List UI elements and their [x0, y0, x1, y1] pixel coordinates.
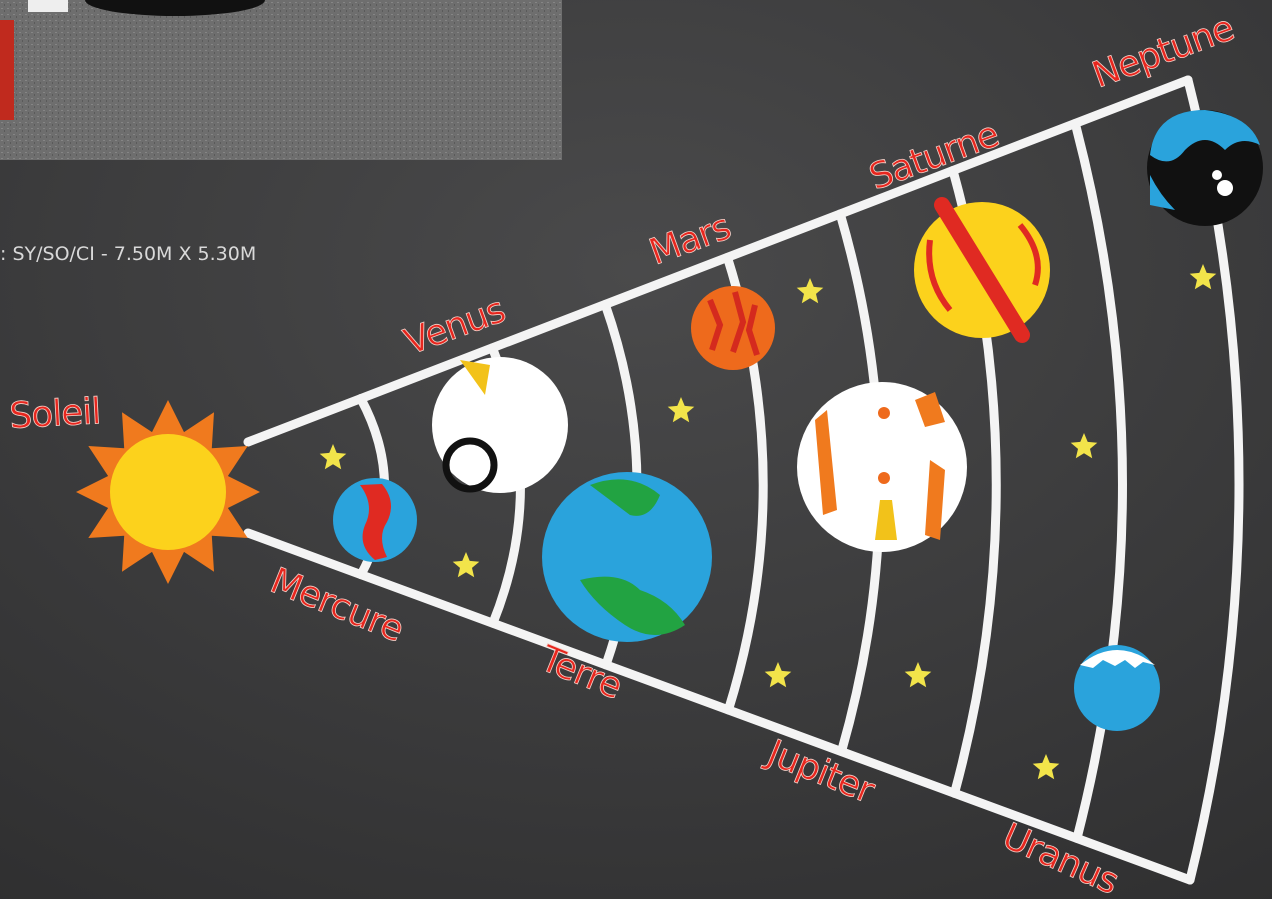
- sun-disc: [110, 434, 226, 550]
- photo-detail: [28, 0, 68, 12]
- photo: [0, 0, 562, 160]
- planet-mars: [691, 286, 775, 370]
- planet-detail: [878, 407, 890, 419]
- photo-detail: [0, 20, 14, 120]
- sun-label: Soleil: [8, 391, 101, 437]
- page: : SY/SO/CI - 7.50M X 5.30M Solei: [0, 0, 1272, 899]
- planet-detail: [878, 472, 890, 484]
- planet-detail: [1217, 180, 1233, 196]
- planet-venus: [432, 357, 568, 493]
- photo-asphalt: [0, 0, 562, 160]
- caption: : SY/SO/CI - 7.50M X 5.30M: [0, 243, 256, 265]
- diagram: : SY/SO/CI - 7.50M X 5.30M Solei: [0, 0, 1272, 899]
- planet-detail: [1212, 170, 1222, 180]
